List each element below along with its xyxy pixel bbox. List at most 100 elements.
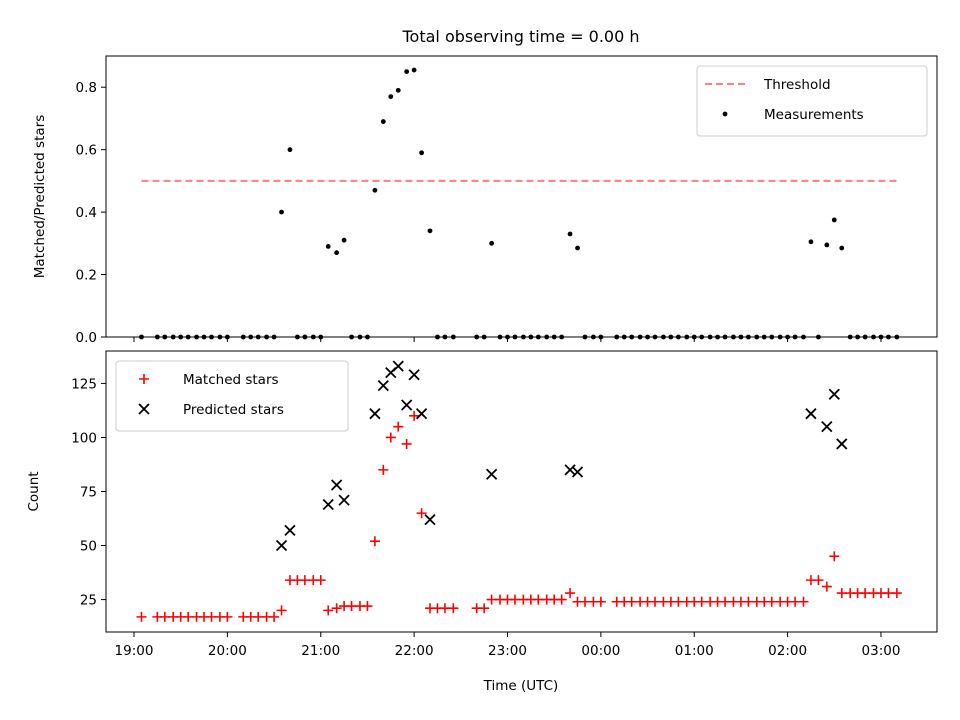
- measurement-point: [170, 334, 176, 340]
- measurement-point: [224, 334, 230, 340]
- matched-point: [650, 596, 661, 607]
- measurement-point: [645, 334, 650, 340]
- matched-point: [378, 464, 389, 475]
- y-tick-label: 75: [80, 485, 97, 501]
- measurement-point: [598, 334, 604, 340]
- measurement-point: [824, 242, 830, 248]
- x-tick-label: 20:00: [208, 643, 247, 659]
- measurement-point: [201, 334, 207, 340]
- matched-point: [323, 605, 334, 616]
- matched-point: [409, 410, 420, 421]
- y-tick-label: 100: [71, 430, 97, 446]
- predicted-point: [805, 408, 817, 420]
- matched-point: [448, 603, 459, 614]
- measurement-point: [271, 334, 277, 340]
- measurement-point: [255, 334, 261, 340]
- predicted-point: [828, 388, 840, 400]
- measurement-point: [497, 334, 503, 340]
- legend-label: Threshold: [763, 77, 831, 93]
- measurement-point: [707, 334, 713, 340]
- y-tick-label: 0.8: [76, 80, 97, 96]
- matched-point: [860, 588, 871, 599]
- predicted-point: [415, 408, 428, 420]
- matched-point: [276, 605, 287, 616]
- matched-point: [798, 596, 809, 607]
- measurement-point: [287, 147, 293, 153]
- measurement-point: [684, 334, 690, 340]
- measurement-point: [357, 334, 363, 340]
- matched-point: [790, 596, 801, 607]
- measurement-point: [675, 334, 681, 340]
- measurement-point: [551, 334, 557, 340]
- predicted-point: [424, 513, 436, 526]
- x-tick-label: 02:00: [768, 643, 807, 659]
- measurement-point: [621, 334, 627, 340]
- measurement-point: [240, 334, 246, 340]
- predicted-point: [322, 498, 334, 511]
- legend-label: Measurements: [764, 107, 864, 123]
- matched-point: [696, 596, 707, 607]
- matched-point: [183, 611, 194, 622]
- measurement-point: [419, 150, 424, 156]
- matched-point: [299, 575, 310, 586]
- y-tick-label: 0.0: [76, 330, 97, 346]
- matched-point: [486, 594, 497, 605]
- x-tick-label: 00:00: [581, 643, 620, 659]
- matched-point: [556, 594, 567, 605]
- measurement-point: [808, 239, 814, 245]
- measurement-point: [878, 334, 884, 340]
- measurement-point: [310, 334, 316, 340]
- measurement-point: [722, 334, 728, 340]
- predicted-point: [377, 379, 389, 392]
- x-tick-label: 03:00: [862, 643, 901, 659]
- matched-point: [416, 508, 427, 519]
- measurement-point: [582, 334, 588, 340]
- measurement-point: [847, 334, 853, 340]
- measurement-point: [194, 334, 199, 340]
- matched-point: [385, 432, 396, 443]
- measurement-point: [295, 334, 300, 340]
- measurement-point: [302, 334, 308, 340]
- measurement-point: [816, 334, 821, 340]
- measurement-point: [334, 250, 340, 256]
- predicted-point: [564, 464, 576, 476]
- measurement-point: [404, 69, 410, 75]
- measurement-point: [154, 334, 160, 340]
- measurement-point: [831, 217, 837, 223]
- measurement-point: [512, 334, 518, 340]
- measurement-point: [388, 94, 394, 99]
- legend: Matched stars Predicted stars: [115, 360, 349, 432]
- matched-point: [362, 601, 373, 612]
- y-tick-label: 0.4: [76, 205, 97, 221]
- matched-point: [766, 596, 777, 607]
- y-axis-label: Count: [26, 471, 42, 511]
- x-tick-label: 01:00: [675, 643, 714, 659]
- matched-point: [393, 421, 404, 432]
- legend-label: Matched stars: [183, 372, 279, 388]
- predicted-point: [369, 408, 381, 420]
- measurement-point: [559, 334, 565, 340]
- measurement-point: [855, 334, 861, 340]
- y-tick-label: 0.2: [76, 268, 97, 284]
- measurement-point: [248, 334, 254, 340]
- matched-point: [401, 438, 412, 449]
- measurement-point: [435, 334, 440, 340]
- x-tick-label: 19:00: [115, 643, 154, 659]
- predicted-point: [571, 466, 584, 478]
- legend-measurement-swatch: [722, 111, 728, 117]
- measurement-point: [139, 334, 144, 340]
- measurement-point: [442, 334, 448, 340]
- y-tick-label: 25: [80, 593, 97, 609]
- measurement-point: [481, 334, 487, 340]
- matched-point: [720, 596, 731, 607]
- measurement-point: [185, 334, 191, 340]
- measurement-point: [614, 334, 620, 340]
- matched-point: [315, 575, 326, 586]
- matched-point: [565, 588, 576, 599]
- measurement-point: [505, 334, 510, 340]
- measurement-point: [318, 334, 324, 340]
- measurement-point: [372, 187, 378, 193]
- measurement-point: [535, 334, 541, 340]
- measurement-point: [178, 334, 184, 340]
